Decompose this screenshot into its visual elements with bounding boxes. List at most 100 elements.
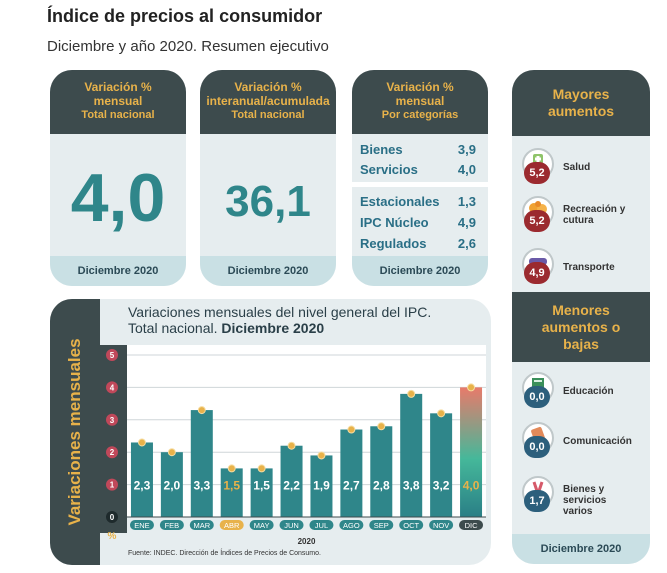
y-tick-label: 5: [110, 351, 115, 360]
interanual-value: 36,1: [225, 177, 311, 226]
mensual-value: 4,0: [70, 160, 166, 236]
x-tick-pill: [399, 520, 424, 530]
y-tick-marker: [106, 511, 118, 523]
x-tick-pill: [129, 520, 154, 530]
cat-label: IPC Núcleo: [360, 215, 429, 230]
bar: [310, 455, 333, 517]
cat-value: 4,0: [457, 162, 476, 177]
bar-top-marker: [407, 389, 416, 398]
x-tick-pill: [279, 520, 304, 530]
value-badge: 5,2: [524, 162, 550, 184]
chart-title-line2: Total nacional.: [128, 320, 218, 336]
bar-top-marker: [287, 441, 296, 450]
x-tick-label: JUL: [315, 521, 328, 530]
mayores-item-salud: 5,2 Salud: [522, 146, 646, 186]
cat-row-regulados: Regulados 2,6: [360, 236, 476, 251]
side-panel: Mayores aumentos 5,2 Salud 5,2 Recreació…: [512, 70, 650, 564]
card-header-line2: interanual/acumulada: [206, 94, 330, 108]
bar-top-marker: [257, 464, 266, 473]
bar: [250, 468, 273, 517]
x-tick-label: FEB: [165, 521, 180, 530]
bar-top-marker: [377, 422, 386, 431]
x-axis-label: 2020: [298, 537, 316, 546]
bar-value-label: 1,5: [223, 478, 240, 492]
cat-label: Bienes: [360, 142, 403, 157]
bar: [400, 393, 423, 517]
x-tick-label: DIC: [465, 521, 479, 530]
page-subtitle: Diciembre y año 2020. Resumen ejecutivo: [47, 38, 329, 55]
y-tick-marker: [106, 349, 118, 361]
x-tick-label: NOV: [433, 521, 449, 530]
item-label: Bienes y servicios varios: [563, 484, 607, 517]
card-variacion-categorias: Variación % mensual Por categorías Biene…: [352, 70, 488, 286]
card-header: Variación % interanual/acumulada Total n…: [200, 70, 336, 134]
card-variacion-mensual: Variación % mensual Total nacional 4,0 D…: [50, 70, 186, 286]
bar: [280, 445, 303, 517]
divider: [352, 182, 488, 187]
item-label: Recreación y cutura: [563, 204, 626, 226]
item-label: Transporte: [563, 262, 615, 273]
card-header-line3: Total nacional: [231, 109, 305, 121]
y-tick-label: 3: [110, 416, 115, 425]
bar: [340, 429, 363, 517]
card-header: Variación % mensual Por categorías: [352, 70, 488, 134]
card-header-line3: Por categorías: [381, 109, 459, 121]
x-tick-pill: [159, 520, 184, 530]
y-tick-label: 4: [110, 383, 115, 392]
y-tick-label: 2: [110, 448, 115, 457]
card-header-line1: Variación %: [234, 80, 302, 94]
x-tick-pill: [459, 520, 484, 530]
x-tick-pill: [249, 520, 274, 530]
y-tick-marker: [106, 413, 118, 426]
bar-value-label: 3,3: [193, 478, 210, 492]
card-header-line2: mensual: [93, 94, 143, 108]
bar-value-label: 3,8: [403, 478, 420, 492]
x-tick-pill: [189, 520, 214, 530]
x-tick-label: MAR: [193, 521, 210, 530]
cat-row-estacionales: Estacionales 1,3: [360, 194, 476, 209]
x-tick-label: AGO: [343, 521, 360, 530]
cat-label: Regulados: [360, 236, 427, 251]
card-header: Variación % mensual Total nacional: [50, 70, 186, 134]
bar: [430, 413, 453, 517]
bar-value-label: 2,3: [134, 478, 151, 492]
bar-value-label: 2,0: [164, 478, 181, 492]
card-header-line1: Variación %: [84, 80, 152, 94]
bar: [190, 410, 213, 517]
card-footer: Diciembre 2020: [200, 256, 336, 286]
mayores-item-recreacion: 5,2 Recreación y cutura: [522, 194, 646, 234]
cat-value: 1,3: [457, 194, 476, 209]
item-label: Comunicación: [563, 436, 632, 447]
bar: [160, 452, 183, 517]
x-tick-label: SEP: [374, 521, 389, 530]
cat-value: 4,9: [457, 215, 476, 230]
bar-top-marker: [197, 406, 206, 415]
cat-row-servicios: Servicios 4,0: [360, 162, 476, 177]
value-badge: 1,7: [524, 490, 550, 512]
value-badge: 0,0: [524, 386, 550, 408]
bar-top-marker: [137, 438, 146, 447]
bar-value-label: 2,8: [373, 478, 390, 492]
bar-value-label: 2,2: [283, 478, 300, 492]
cat-value: 2,6: [457, 236, 476, 251]
side-footer: Diciembre 2020: [512, 534, 650, 564]
chart-title-line1: Variaciones mensuales del nivel general …: [128, 304, 432, 320]
x-tick-pill: [429, 520, 454, 530]
bar-value-label: 1,9: [313, 478, 330, 492]
chart-title: Variaciones mensuales del nivel general …: [128, 304, 431, 336]
mayores-header: Mayores aumentos: [512, 70, 650, 136]
card-variacion-interanual: Variación % interanual/acumulada Total n…: [200, 70, 336, 286]
bar-value-label: 4,0: [463, 478, 480, 492]
y-tick-marker: [106, 478, 118, 491]
cat-value: 3,9: [457, 142, 476, 157]
chart-card: Variaciones mensuales Variaciones mensua…: [50, 299, 491, 565]
bar-top-marker: [347, 425, 356, 434]
y-tick-label: 1: [110, 481, 115, 490]
value-badge: 5,2: [524, 210, 550, 232]
bar-top-marker: [437, 409, 446, 418]
cat-label: Estacionales: [360, 194, 440, 209]
bar-top-marker: [467, 383, 476, 392]
bar: [370, 426, 393, 517]
item-label: Educación: [563, 386, 614, 397]
y-tick-marker: [106, 381, 118, 394]
